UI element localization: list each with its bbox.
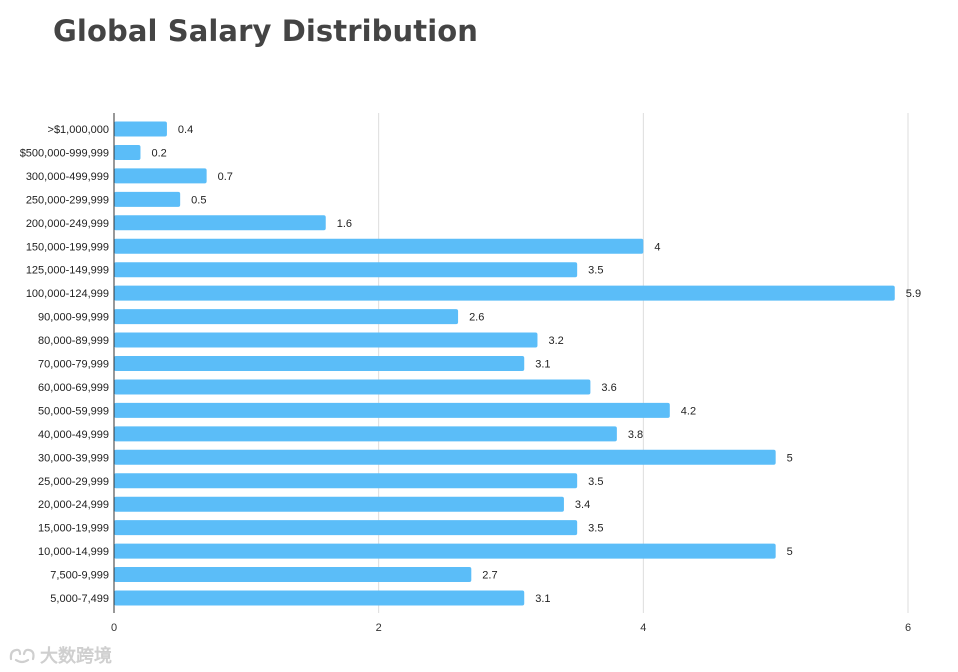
bar	[114, 262, 578, 278]
bar	[114, 309, 459, 325]
category-label: 5,000-7,499	[50, 593, 109, 605]
bar	[114, 449, 776, 465]
category-label: 100,000-124,999	[26, 288, 109, 300]
bar	[114, 567, 472, 583]
category-label: 200,000-249,999	[26, 218, 109, 230]
category-label: 80,000-89,999	[38, 335, 109, 347]
category-label: 300,000-499,999	[26, 171, 109, 183]
bar	[114, 332, 538, 348]
bar	[114, 473, 578, 489]
category-label: $500,000-999,999	[20, 147, 109, 159]
bar-value-label: 4	[654, 241, 660, 253]
category-label: 60,000-69,999	[38, 382, 109, 394]
bar	[114, 191, 181, 207]
bar-value-label: 4.2	[681, 405, 696, 417]
bar	[114, 285, 895, 301]
category-label: 30,000-39,999	[38, 452, 109, 464]
bar	[114, 144, 141, 160]
bar-value-label: 1.6	[337, 218, 352, 230]
category-label: >$1,000,000	[48, 124, 109, 136]
x-tick-label: 0	[111, 622, 117, 634]
bar-value-label: 2.7	[482, 570, 497, 582]
category-label: 25,000-29,999	[38, 476, 109, 488]
category-label: 50,000-59,999	[38, 405, 109, 417]
bar-value-label: 3.4	[575, 499, 590, 511]
chart-title: Global Salary Distribution	[53, 14, 479, 48]
bars	[114, 121, 895, 606]
bar-value-label: 0.4	[178, 124, 193, 136]
category-label: 125,000-149,999	[26, 265, 109, 277]
category-label: 250,000-299,999	[26, 194, 109, 206]
bar-value-label: 5.9	[906, 288, 921, 300]
category-label: 70,000-79,999	[38, 359, 109, 371]
category-label: 150,000-199,999	[26, 241, 109, 253]
bar	[114, 543, 776, 559]
value-labels: 0.4 0.2 0.7 0.5 1.6 4 3.5 5.9 2.6 3.2 3.1 3.6 4.2 3.8…	[151, 124, 921, 605]
category-label: 90,000-99,999	[38, 312, 109, 324]
bar-value-label: 5	[787, 546, 793, 558]
bar-value-label: 3.5	[588, 523, 603, 535]
category-label: 20,000-24,999	[38, 499, 109, 511]
bar-value-label: 3.8	[628, 429, 643, 441]
x-tick-label: 6	[905, 622, 911, 634]
category-label: 40,000-49,999	[38, 429, 109, 441]
bar-value-label: 2.6	[469, 312, 484, 324]
bar-value-label: 0.7	[218, 171, 233, 183]
bar-value-label: 3.1	[535, 593, 550, 605]
bar-value-label: 3.5	[588, 265, 603, 277]
bar-value-label: 3.2	[548, 335, 563, 347]
bar	[114, 121, 167, 137]
bar-value-label: 3.1	[535, 359, 550, 371]
category-label: 7,500-9,999	[50, 570, 109, 582]
bar	[114, 238, 644, 254]
bar	[114, 402, 670, 418]
x-tick-label: 2	[376, 622, 382, 634]
bar-value-label: 0.5	[191, 194, 206, 206]
bar-value-label: 3.6	[601, 382, 616, 394]
bar	[114, 379, 591, 395]
bar	[114, 215, 326, 231]
bar	[114, 590, 525, 606]
bar	[114, 168, 207, 184]
bar	[114, 496, 564, 512]
category-label: 15,000-19,999	[38, 523, 109, 535]
bar-value-label: 3.5	[588, 476, 603, 488]
bar	[114, 426, 617, 442]
watermark: 大数跨境	[8, 642, 112, 668]
x-tick-label: 4	[640, 622, 646, 634]
bar	[114, 520, 578, 536]
watermark-text: 大数跨境	[40, 646, 112, 667]
x-axis-ticks: 0 2 4 6	[111, 622, 911, 634]
bar-value-label: 0.2	[151, 147, 166, 159]
bar	[114, 356, 525, 371]
category-label: 10,000-14,999	[38, 546, 109, 558]
bar-value-label: 5	[787, 452, 793, 464]
category-labels: >$1,000,000 $500,000-999,999 300,000-499,9…	[20, 124, 109, 605]
watermark-logo-icon	[9, 648, 35, 664]
